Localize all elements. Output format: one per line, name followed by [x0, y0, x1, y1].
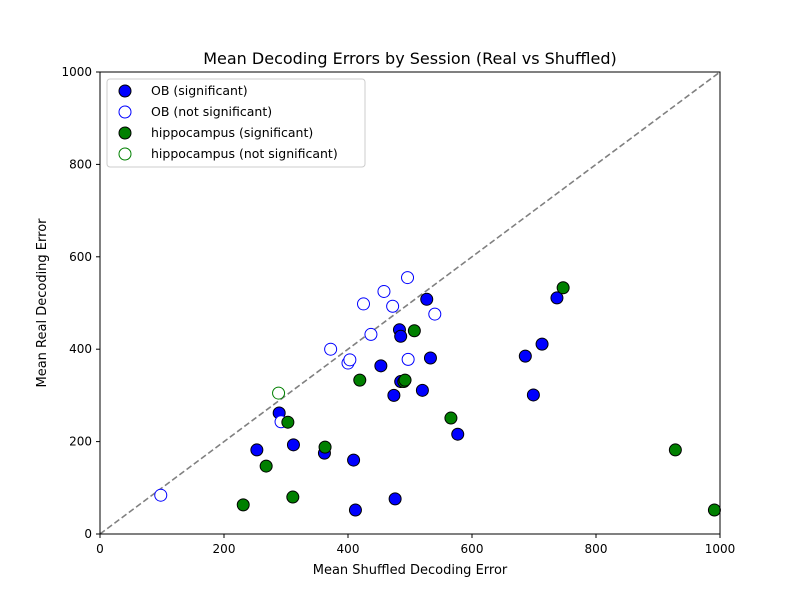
- data-point: [444, 411, 458, 425]
- y-tick-label: 0: [84, 527, 92, 541]
- series-2: [236, 281, 721, 517]
- data-point: [357, 297, 370, 311]
- legend-item: OB (significant): [118, 83, 248, 98]
- data-point: [451, 427, 465, 441]
- data-point: [259, 459, 273, 473]
- legend: OB (significant) OB (not significant) hipp…: [106, 78, 366, 168]
- data-point: [250, 443, 264, 457]
- legend-label: hippocampus (not significant): [151, 146, 338, 161]
- data-point: [668, 443, 682, 457]
- legend-marker: [118, 105, 132, 119]
- data-point: [347, 453, 361, 467]
- legend-label: hippocampus (significant): [151, 125, 313, 140]
- data-point: [374, 359, 388, 373]
- data-point: [318, 440, 332, 454]
- data-point: [401, 352, 415, 366]
- x-axis: 0 200 400 600 800 1000: [96, 534, 735, 556]
- data-point: [377, 284, 391, 298]
- plot-area: [99, 71, 721, 535]
- y-tick-label: 400: [69, 342, 92, 356]
- data-point: [286, 490, 300, 504]
- data-point: [154, 488, 168, 502]
- data-point: [401, 271, 415, 285]
- data-point: [343, 353, 357, 367]
- data-point: [364, 327, 378, 341]
- data-point: [420, 292, 434, 306]
- legend-item: hippocampus (not significant): [118, 146, 338, 161]
- x-tick-label: 600: [461, 542, 484, 556]
- legend-item: OB (not significant): [118, 104, 272, 119]
- legend-label: OB (not significant): [151, 104, 272, 119]
- data-point: [707, 503, 721, 517]
- y-tick-label: 200: [69, 435, 92, 449]
- y-axis: 0 200 400 600 800 1000: [61, 65, 100, 541]
- data-point: [387, 388, 401, 402]
- y-axis-label: Mean Real Decoding Error: [35, 218, 50, 388]
- data-point: [550, 291, 564, 305]
- chart-title: Mean Decoding Errors by Session (Real vs…: [203, 49, 617, 68]
- y-tick-label: 600: [69, 250, 92, 264]
- data-point: [407, 324, 421, 338]
- identity-reference-line: [99, 71, 721, 535]
- data-point: [415, 383, 429, 397]
- legend-frame: [106, 78, 366, 168]
- data-point: [394, 329, 408, 343]
- data-point: [526, 388, 540, 402]
- data-point: [423, 351, 437, 365]
- data-point: [428, 307, 442, 321]
- x-axis-label: Mean Shuffled Decoding Error: [313, 563, 508, 578]
- data-point: [353, 373, 367, 387]
- data-point: [236, 498, 250, 512]
- legend-marker: [118, 147, 132, 161]
- data-point: [281, 415, 295, 429]
- plot-frame: [99, 71, 721, 535]
- x-tick-label: 400: [337, 542, 360, 556]
- data-point: [535, 337, 549, 351]
- data-point: [386, 299, 400, 313]
- data-point: [388, 492, 402, 506]
- series-0: [250, 291, 564, 517]
- x-tick-label: 800: [585, 542, 608, 556]
- data-point: [324, 342, 338, 356]
- series-1: [154, 271, 442, 502]
- data-point: [272, 386, 286, 400]
- y-tick-label: 800: [69, 157, 92, 171]
- x-tick-label: 200: [213, 542, 236, 556]
- series-3: [272, 386, 286, 400]
- x-tick-label: 1000: [705, 542, 736, 556]
- legend-label: OB (significant): [151, 83, 248, 98]
- data-point: [348, 503, 362, 517]
- data-point: [518, 349, 532, 363]
- data-point: [398, 373, 412, 387]
- data-point: [286, 438, 300, 452]
- x-tick-label: 0: [96, 542, 104, 556]
- y-tick-label: 1000: [61, 65, 92, 79]
- legend-item: hippocampus (significant): [118, 125, 313, 140]
- legend-marker: [118, 84, 132, 98]
- legend-marker: [118, 126, 132, 140]
- data-point: [556, 281, 570, 295]
